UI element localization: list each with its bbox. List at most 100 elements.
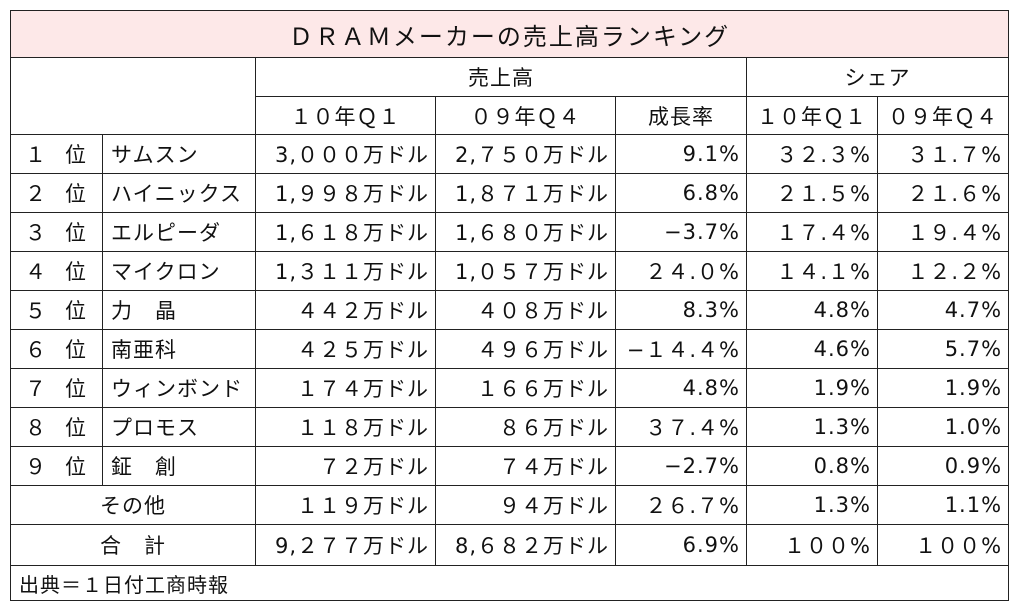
header-share-10q1: １０年Ｑ１ [746, 96, 878, 135]
share-09q4: 4.7% [876, 290, 1010, 330]
rank-number: ２ [25, 182, 47, 206]
share-09q4: 1.9% [876, 368, 1010, 408]
share-09q4: ２１.６% [876, 173, 1010, 213]
growth-rate: 6.8% [615, 173, 747, 213]
title-row: ＤＲＡＭメーカーの売上高ランキング [9, 10, 1010, 58]
sales-10q1: 9,２７７万ドル [255, 524, 436, 566]
sales-09q4: 1,８７１万ドル [435, 173, 616, 213]
company-name: 南亜科 [102, 329, 256, 369]
other-label: その他 [10, 485, 256, 525]
rank-suffix: 位 [65, 221, 87, 245]
share-09q4: 1.1% [876, 485, 1010, 525]
rank-suffix: 位 [65, 299, 87, 323]
share-10q1: １００% [746, 524, 878, 566]
share-10q1: ２１.５% [746, 173, 878, 213]
sales-09q4: ７４万ドル [435, 446, 616, 486]
sales-10q1: １１９万ドル [255, 485, 436, 525]
source-row: 出典＝１日付工商時報 [9, 565, 1010, 601]
rank-suffix: 位 [65, 143, 87, 167]
rank-number: ５ [25, 299, 47, 323]
header-blank [10, 57, 256, 135]
header-group-sales: 売上高 [255, 57, 747, 97]
sales-10q1: 1,６１８万ドル [255, 212, 436, 252]
sales-09q4: 1,６８０万ドル [435, 212, 616, 252]
rank-number: ４ [25, 260, 47, 284]
growth-rate: −3.7% [615, 212, 747, 252]
sales-10q1: １１８万ドル [255, 407, 436, 447]
dram-ranking-table: ＤＲＡＭメーカーの売上高ランキング 売上高 シェア １０年Ｑ１ ０９年Ｑ４ 成長… [9, 10, 1010, 601]
company-name: 鉦 創 [102, 446, 256, 486]
company-name: プロモス [102, 407, 256, 447]
rank-suffix: 位 [65, 416, 87, 440]
sales-10q1: ７２万ドル [255, 446, 436, 486]
header-sales-09q4: ０９年Ｑ４ [435, 96, 616, 135]
header-share-09q4: ０９年Ｑ４ [876, 96, 1010, 135]
header-sales-10q1: １０年Ｑ１ [255, 96, 436, 135]
share-10q1: 1.3% [746, 485, 878, 525]
other-row: その他 １１９万ドル ９４万ドル ２６.７% 1.3% 1.1% [10, 485, 1010, 525]
rank-suffix: 位 [65, 455, 87, 479]
share-09q4: １９.４% [876, 212, 1010, 252]
table-title: ＤＲＡＭメーカーの売上高ランキング [9, 10, 1010, 58]
growth-rate: ２４.０% [615, 251, 747, 291]
share-09q4: 5.7% [876, 329, 1010, 369]
source-note: 出典＝１日付工商時報 [9, 565, 1010, 601]
total-row: 合 計 9,２７７万ドル 8,６８２万ドル 6.9% １００% １００% [10, 524, 1010, 566]
header-growth: 成長率 [615, 96, 747, 135]
company-name: ウィンボンド [102, 368, 256, 408]
share-10q1: １４.１% [746, 251, 878, 291]
rank-number: ３ [25, 221, 47, 245]
sales-09q4: ８６万ドル [435, 407, 616, 447]
growth-rate: 8.3% [615, 290, 747, 330]
share-10q1: 4.6% [746, 329, 878, 369]
rank-number: ８ [25, 416, 47, 440]
sales-09q4: 8,６８２万ドル [435, 524, 616, 566]
total-label: 合 計 [10, 524, 256, 566]
growth-rate: 9.1% [615, 134, 747, 174]
share-10q1: 0.8% [746, 446, 878, 486]
sales-09q4: 1,０５７万ドル [435, 251, 616, 291]
company-name: エルピーダ [102, 212, 256, 252]
growth-rate: ２６.７% [615, 485, 747, 525]
rank-suffix: 位 [65, 377, 87, 401]
share-10q1: 1.3% [746, 407, 878, 447]
sales-09q4: ４０８万ドル [435, 290, 616, 330]
rank-number: ６ [25, 338, 47, 362]
sales-09q4: ４９６万ドル [435, 329, 616, 369]
growth-rate: 4.8% [615, 368, 747, 408]
growth-rate: −１４.４% [615, 329, 747, 369]
share-09q4: 0.9% [876, 446, 1010, 486]
growth-rate: −2.7% [615, 446, 747, 486]
sales-10q1: ４４２万ドル [255, 290, 436, 330]
growth-rate: 6.9% [615, 524, 747, 566]
sales-09q4: 2,７５０万ドル [435, 134, 616, 174]
rank-suffix: 位 [65, 260, 87, 284]
company-name: 力 晶 [102, 290, 256, 330]
sales-10q1: ４２５万ドル [255, 329, 436, 369]
growth-rate: ３７.４% [615, 407, 747, 447]
sales-09q4: ９４万ドル [435, 485, 616, 525]
share-10q1: １７.４% [746, 212, 878, 252]
share-09q4: ３１.７% [876, 134, 1010, 174]
rank-number: ９ [25, 455, 47, 479]
rank-suffix: 位 [65, 182, 87, 206]
share-10q1: ３２.３% [746, 134, 878, 174]
company-name: ハイニックス [102, 173, 256, 213]
header-group-row: 売上高 シェア [10, 57, 1010, 135]
rank-number: ７ [25, 377, 47, 401]
company-name: マイクロン [102, 251, 256, 291]
rank-suffix: 位 [65, 338, 87, 362]
share-09q4: 1.0% [876, 407, 1010, 447]
